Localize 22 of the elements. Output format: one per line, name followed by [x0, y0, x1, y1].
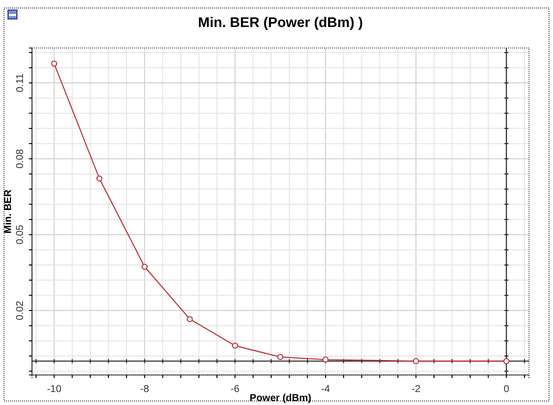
point	[96, 175, 102, 182]
point	[232, 342, 238, 349]
x-tick-label: -4	[321, 384, 330, 395]
point	[142, 264, 148, 270]
y-axis-title: Min. BER	[3, 188, 14, 234]
y-tick-label: 0.11	[15, 73, 26, 92]
x-tick-label: -6	[230, 384, 240, 395]
x-tick-label: -8	[140, 384, 150, 395]
point	[51, 60, 58, 67]
point	[503, 358, 510, 364]
point	[186, 316, 193, 322]
y-tick-label: 0.08	[15, 148, 26, 169]
point	[322, 356, 329, 363]
point	[412, 358, 419, 364]
y-tick-label: 0.05	[15, 224, 26, 244]
x-tick-label: 0	[504, 384, 510, 395]
chart-title: Min. BER (Power (dBm) )	[198, 14, 363, 30]
x-axis-title: Power (dBm)	[250, 393, 312, 404]
y-tick-label: 0.02	[15, 300, 26, 320]
point	[277, 354, 284, 360]
x-tick-label: -2	[411, 384, 421, 395]
x-tick-label: -10	[46, 384, 62, 395]
